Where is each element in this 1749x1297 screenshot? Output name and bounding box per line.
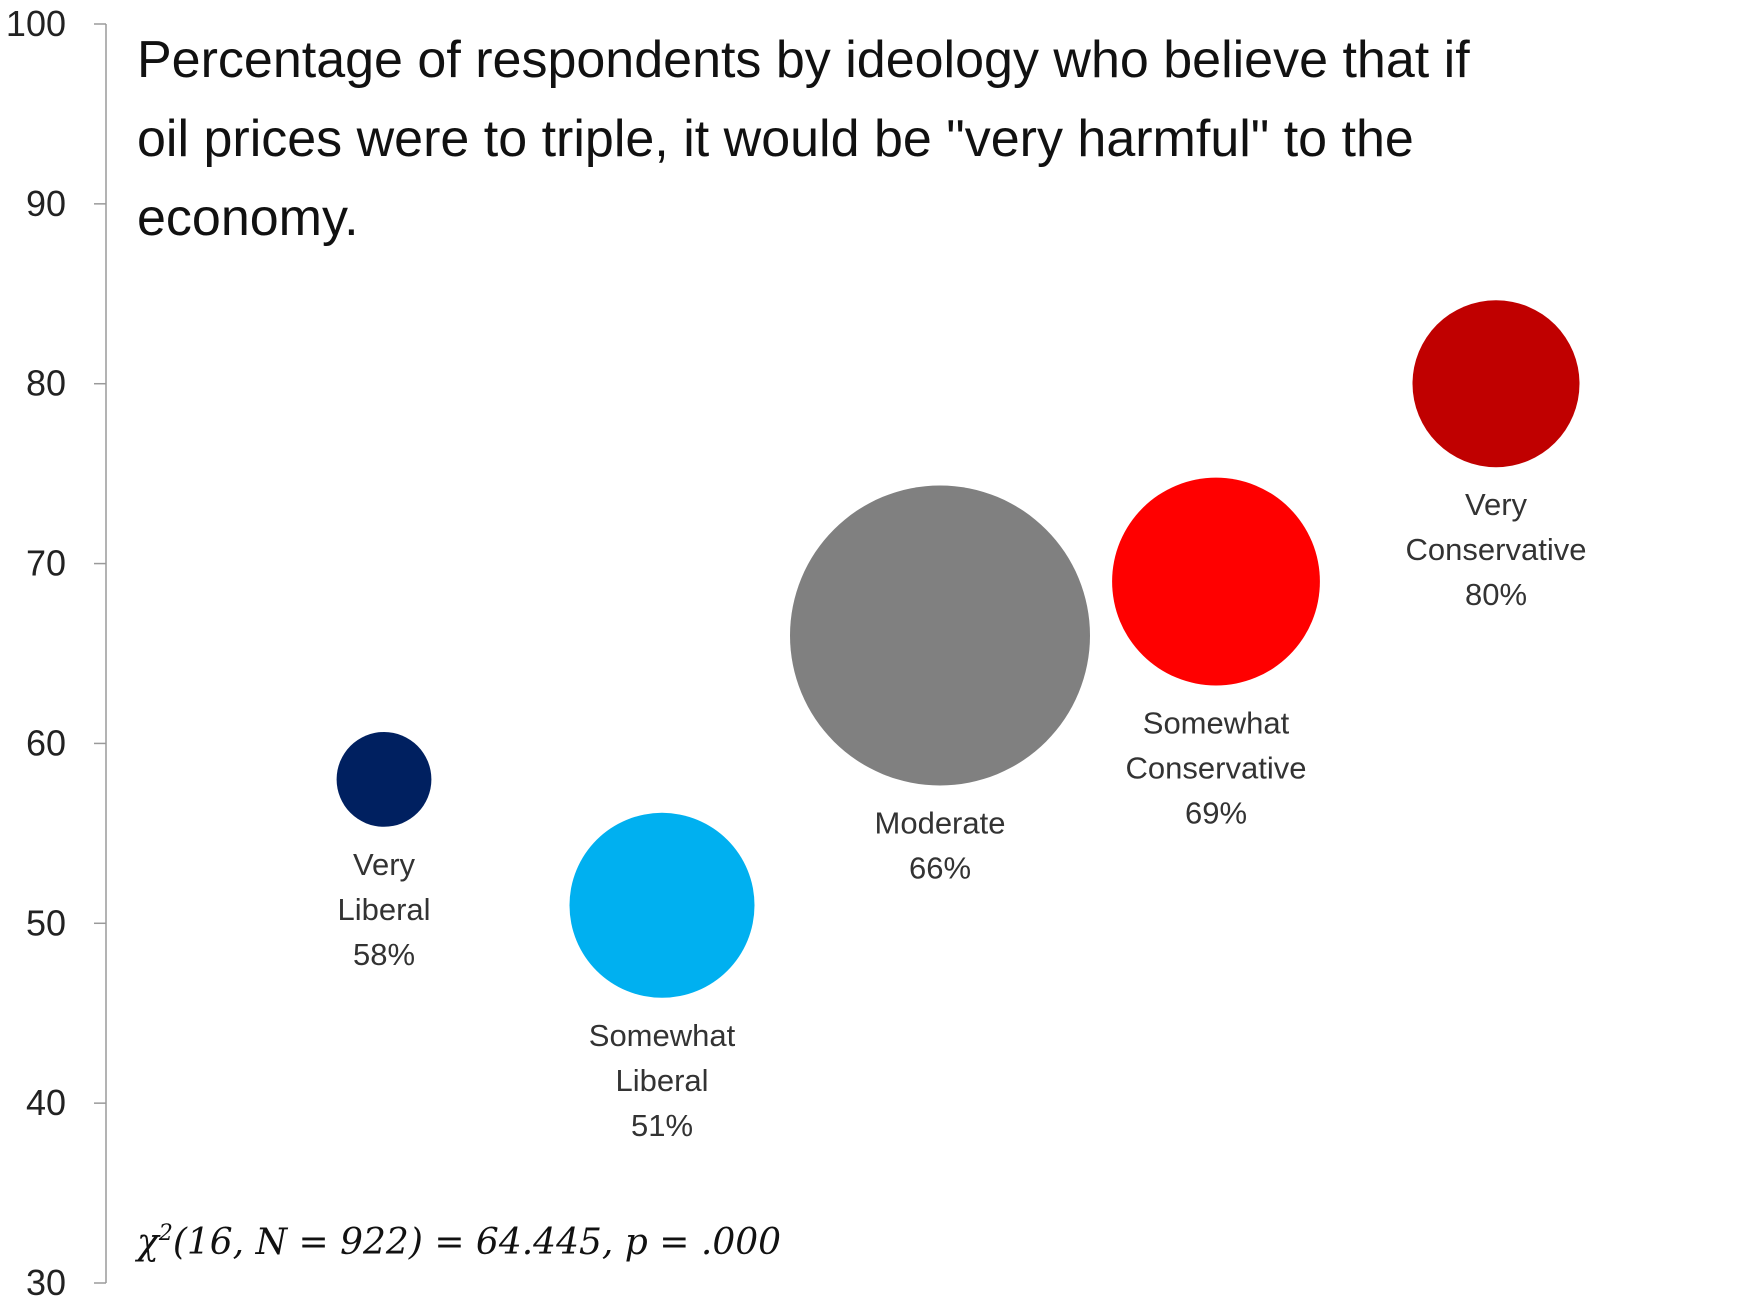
chi-superscript: 2 bbox=[158, 1221, 173, 1246]
bubble-value-label: 58% bbox=[353, 937, 415, 972]
bubble-labels: Very Liberal 58% Somewhat Liberal 51% Moderate… bbox=[337, 487, 1586, 1143]
bubbles bbox=[336, 300, 1580, 998]
chart-title-line-2: oil prices were to triple, it would be "… bbox=[137, 110, 1414, 168]
y-axis-ticks: 30 40 50 60 70 80 90 100 bbox=[6, 3, 106, 1297]
bubble bbox=[1412, 300, 1580, 468]
chi-symbol: χ bbox=[134, 1222, 161, 1263]
bubble-category-label: Liberal bbox=[615, 1063, 708, 1098]
y-tick-label: 100 bbox=[6, 3, 66, 44]
bubble-category-label: Moderate bbox=[875, 806, 1006, 841]
bubble-category-label: Somewhat bbox=[1143, 705, 1290, 740]
y-tick-label: 40 bbox=[26, 1082, 66, 1123]
chart-title-line-3: economy. bbox=[137, 189, 359, 247]
y-tick-label: 70 bbox=[26, 543, 66, 584]
bubble-category-label: Conservative bbox=[1126, 750, 1307, 785]
chart-title-line-1: Percentage of respondents by ideology wh… bbox=[137, 31, 1470, 89]
bubble bbox=[336, 732, 432, 827]
bubble bbox=[569, 812, 755, 998]
bubble-value-label: 66% bbox=[909, 851, 971, 886]
bubble-category-label: Very bbox=[1465, 487, 1528, 522]
y-tick-label: 50 bbox=[26, 902, 66, 943]
y-tick-label: 30 bbox=[26, 1262, 66, 1297]
bubble-category-label: Somewhat bbox=[589, 1018, 736, 1053]
bubble bbox=[1112, 477, 1320, 686]
chi-square-annotation: χ2(16, N = 922) = 64.445, p = .000 bbox=[134, 1221, 781, 1263]
chi-statistic: (16, N = 922) = 64.445, p = .000 bbox=[173, 1222, 781, 1263]
bubble-value-label: 69% bbox=[1185, 795, 1247, 830]
bubble-category-label: Conservative bbox=[1406, 532, 1587, 567]
bubble-value-label: 51% bbox=[631, 1108, 693, 1143]
bubble-category-label: Very bbox=[353, 847, 416, 882]
y-tick-label: 90 bbox=[26, 183, 66, 224]
bubble bbox=[790, 485, 1090, 786]
y-tick-label: 80 bbox=[26, 363, 66, 404]
bubble-value-label: 80% bbox=[1465, 577, 1527, 612]
bubble-category-label: Liberal bbox=[337, 892, 430, 927]
y-tick-label: 60 bbox=[26, 722, 66, 763]
